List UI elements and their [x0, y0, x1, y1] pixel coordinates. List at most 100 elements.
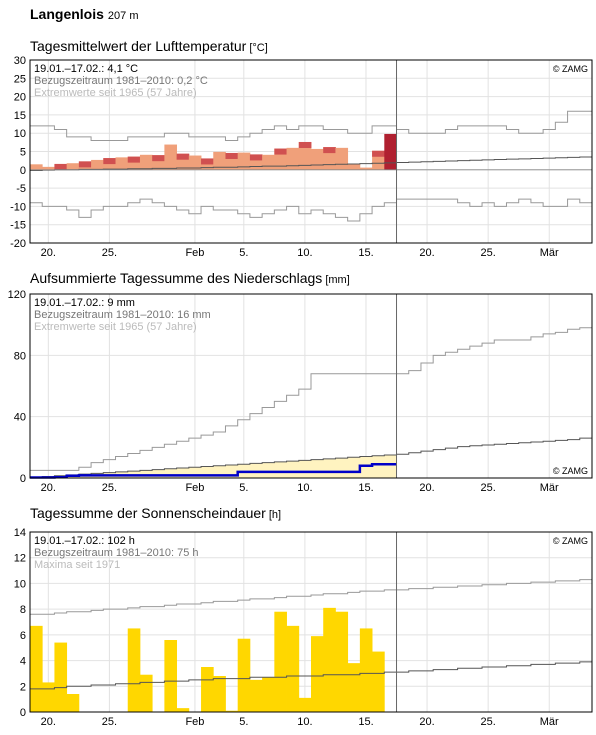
sunshine-bar	[201, 667, 214, 712]
maxima-series-line	[30, 579, 592, 615]
period-summary: 19.01.–17.02.: 4,1 °C	[34, 63, 138, 75]
sunshine-bar	[30, 625, 43, 712]
x-tick-label: 15.	[358, 716, 373, 728]
temperature-bar	[66, 163, 80, 170]
temperature-bar	[298, 141, 312, 170]
x-tick-label: 20.	[41, 247, 56, 259]
x-tick-label: 25.	[481, 482, 496, 494]
precipitation-title-text: Aufsummierte Tagessumme des Niederschlag…	[30, 270, 323, 286]
y-tick-label: 2	[20, 681, 26, 693]
temperature-bar	[91, 159, 104, 170]
precipitation-chart: 0 40 80 120 20. 25. Feb 5. 10. 15. 20. 25. Mär 19.01.…	[8, 289, 593, 494]
temperature-bar	[213, 151, 226, 170]
sunshine-bar	[335, 611, 349, 712]
sunshine-chart: 0 2 4 6 8 10 12 14 20. 25. Feb 5. 10. 15. 20. 25. Mär 19.…	[14, 527, 593, 728]
temperature-bar-above-normal	[103, 158, 116, 165]
sunshine-bar	[42, 682, 55, 712]
plot-frame	[29, 293, 593, 479]
y-tick-label: 80	[14, 350, 26, 362]
y-tick-label: -5	[16, 183, 26, 195]
x-tick-label: Feb	[185, 482, 204, 494]
y-tick-label: 10	[14, 578, 26, 590]
x-tick-label: 10.	[297, 482, 312, 494]
x-tick-label: Mär	[540, 716, 559, 728]
sunshine-title-text: Tagessumme der Sonnenscheindauer	[30, 505, 266, 521]
plot-frame	[29, 59, 593, 244]
sunshine-bar	[372, 651, 385, 712]
precipitation-chart-title: Aufsummierte Tagessumme des Niederschlag…	[30, 270, 350, 286]
sunshine-bar	[262, 677, 275, 712]
temperature-bar-above-normal	[372, 150, 385, 157]
x-tick-label: 15.	[358, 247, 373, 259]
credit-label: © ZAMG	[553, 536, 588, 546]
x-tick-label: 5.	[239, 247, 248, 259]
sunshine-bar	[139, 674, 153, 712]
normal-period-note: Bezugszeitraum 1981–2010: 16 mm	[34, 309, 211, 321]
x-tick-label: 20.	[419, 482, 434, 494]
sunshine-bar	[237, 638, 251, 712]
precipitation-unit: [mm]	[325, 274, 350, 286]
station-name: Langenlois	[30, 6, 104, 22]
y-tick-label: 8	[20, 604, 26, 616]
temperature-bar-above-normal	[152, 155, 165, 162]
temperature-bar-above-normal	[274, 148, 287, 155]
normal-series-line	[30, 661, 592, 690]
sunshine-bar	[66, 694, 80, 712]
sunshine-bar	[311, 636, 324, 712]
station-header: Langenlois 207 m	[30, 6, 138, 22]
sunshine-bar	[127, 628, 141, 712]
y-tick-label: 0	[20, 165, 26, 177]
sunshine-bar	[286, 625, 300, 712]
normal-series-line	[30, 437, 592, 478]
normal-period-note: Bezugszeitraum 1981–2010: 75 h	[34, 547, 199, 559]
x-tick-label: 5.	[239, 482, 248, 494]
x-tick-label: 25.	[102, 247, 117, 259]
temperature-bar-above-normal	[298, 141, 312, 148]
temperature-bar	[335, 147, 349, 170]
temperature-title-text: Tagesmittelwert der Lufttemperatur	[30, 38, 247, 54]
x-tick-label: Feb	[185, 716, 204, 728]
y-tick-label: 5	[20, 147, 26, 159]
x-tick-label: 20.	[419, 716, 434, 728]
temperature-bar	[164, 144, 178, 170]
x-tick-label: 15.	[358, 482, 373, 494]
y-tick-label: -10	[10, 201, 26, 213]
maximum-series-line	[30, 110, 592, 142]
sunshine-bar	[225, 710, 239, 712]
minimum-series-line	[30, 198, 592, 222]
y-tick-label: -15	[10, 220, 26, 232]
sunshine-bar	[176, 708, 190, 712]
temperature-unit: [°C]	[249, 42, 268, 54]
x-tick-label: 20.	[41, 716, 56, 728]
y-tick-label: 0	[20, 473, 26, 485]
plot-frame	[29, 531, 593, 713]
x-tick-label: 10.	[297, 247, 312, 259]
temperature-bar	[347, 163, 361, 170]
y-tick-label: 40	[14, 412, 26, 424]
x-tick-label: Mär	[540, 247, 559, 259]
station-elevation: 207 m	[107, 10, 139, 22]
sunshine-bar	[164, 640, 178, 712]
sunshine-unit: [h]	[268, 509, 282, 521]
x-tick-label: 25.	[102, 482, 117, 494]
x-tick-label: 25.	[481, 247, 496, 259]
temperature-bar-above-normal	[78, 161, 92, 168]
x-tick-label: 5.	[239, 716, 248, 728]
y-tick-label: 20	[14, 92, 26, 104]
x-tick-label: 20.	[419, 247, 434, 259]
temperature-bar	[115, 157, 129, 170]
sunshine-bar	[347, 663, 361, 712]
credit-label: © ZAMG	[553, 64, 588, 74]
temperature-bar-above-normal	[176, 153, 190, 160]
y-tick-label: 10	[14, 128, 26, 140]
x-tick-label: Feb	[185, 247, 204, 259]
x-tick-label: 25.	[481, 716, 496, 728]
temperature-bar	[42, 166, 55, 170]
x-tick-label: 10.	[297, 716, 312, 728]
temperature-bar-above-normal	[54, 163, 68, 170]
temperature-bar	[237, 152, 251, 170]
temperature-bar-above-normal	[201, 158, 214, 165]
y-tick-label: 14	[14, 527, 26, 539]
temperature-bar	[311, 148, 324, 170]
sunshine-bar	[274, 611, 287, 712]
